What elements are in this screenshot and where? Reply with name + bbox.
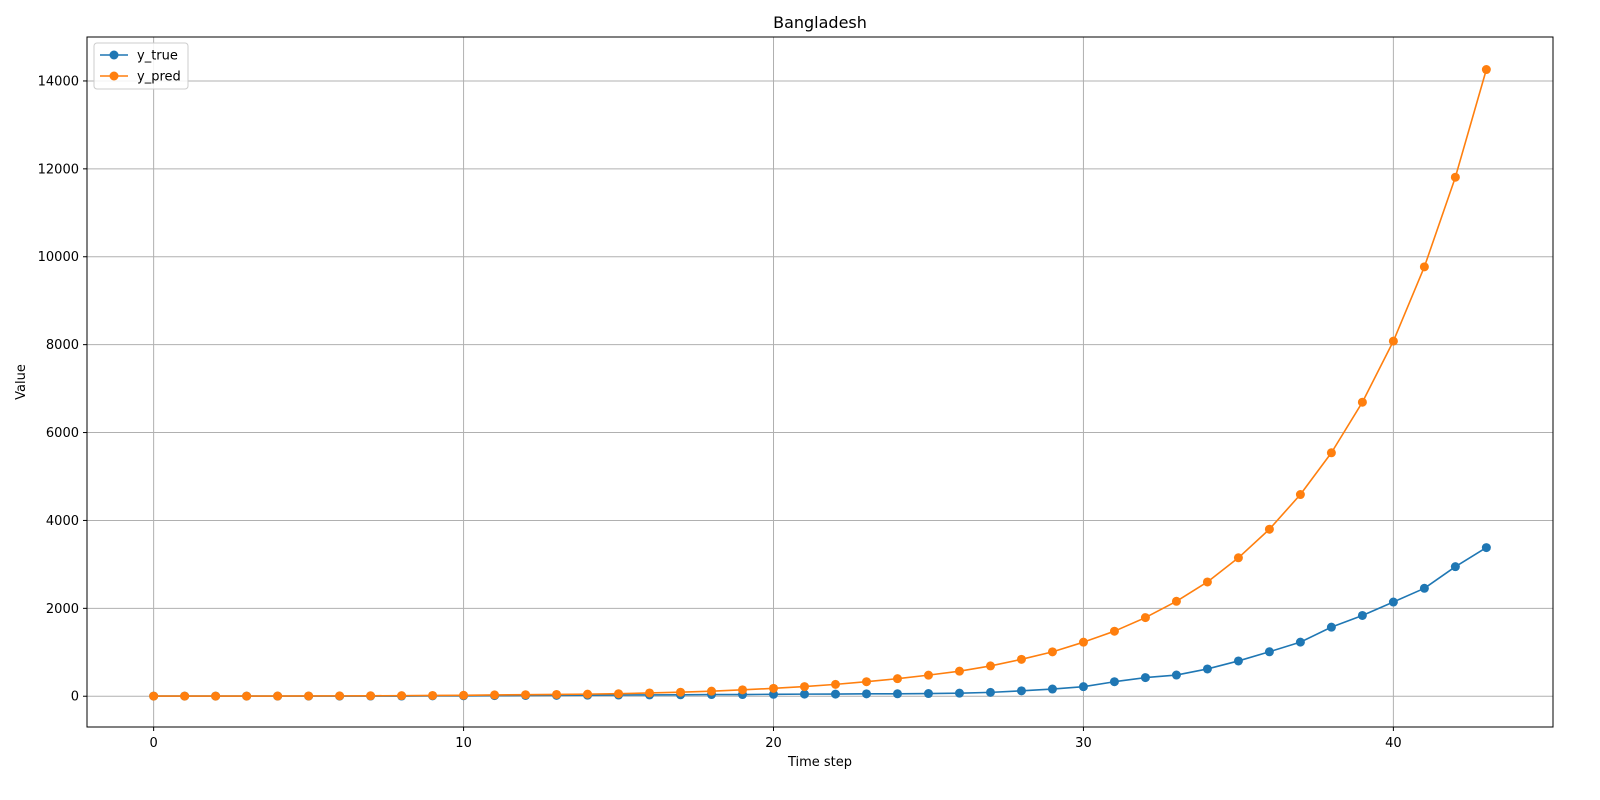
data-point-y_pred <box>831 679 840 689</box>
data-point-y_true <box>923 689 933 699</box>
data-point-y_pred <box>1171 596 1181 606</box>
y-axis-title: Value <box>14 364 29 400</box>
chart-title: Bangladesh <box>773 13 867 32</box>
data-point-y_true <box>892 689 902 699</box>
data-point-y_true <box>1295 637 1305 647</box>
data-point-y_pred <box>769 683 779 693</box>
y-tick-label: 12000 <box>38 162 79 177</box>
data-point-y_pred <box>707 686 717 696</box>
data-point-y_true <box>1419 583 1429 593</box>
data-point-y_true <box>1078 682 1088 692</box>
data-point-y_pred <box>676 687 686 697</box>
series-y_true <box>149 543 1491 701</box>
plot-frame <box>86 36 1554 728</box>
data-point-y_pred <box>521 690 531 700</box>
legend-marker-y_true <box>109 50 119 60</box>
data-point-y_pred <box>738 685 748 695</box>
data-point-y_pred <box>397 691 407 701</box>
data-point-y_pred <box>1233 553 1243 563</box>
data-point-y_pred <box>1357 397 1367 407</box>
data-point-y_pred <box>1140 613 1150 623</box>
y-tick-label: 6000 <box>46 426 79 441</box>
data-point-y_true <box>954 688 964 698</box>
data-point-y_true <box>1264 647 1274 657</box>
series-y_pred <box>149 65 1491 701</box>
data-point-y_true <box>1233 656 1243 666</box>
data-point-y_pred <box>459 690 469 700</box>
y-tick-label: 0 <box>71 690 79 705</box>
data-point-y_pred <box>304 691 314 701</box>
data-point-y_pred <box>366 691 376 701</box>
x-axis-title: Time step <box>787 755 852 770</box>
data-point-y_pred <box>645 688 655 698</box>
data-point-y_true <box>1326 622 1336 632</box>
axis-layer: 0 10 20 30 40 0 2000 4000 6000 8000 10000 12000 1400… <box>38 74 1402 751</box>
data-point-y_pred <box>1078 637 1088 647</box>
data-point-y_true <box>831 689 840 699</box>
data-point-y_true <box>800 689 809 699</box>
data-point-y_true <box>1016 686 1026 696</box>
data-point-y_pred <box>954 666 964 676</box>
data-point-y_pred <box>335 691 345 701</box>
x-tick-label: 40 <box>1385 736 1402 751</box>
data-point-y_pred <box>180 691 190 701</box>
legend-marker-y_pred <box>109 71 119 81</box>
x-tick-label: 20 <box>765 736 782 751</box>
data-point-y_pred <box>273 691 283 701</box>
legend-label-y_true: y_true <box>137 49 178 64</box>
series-line-y_true <box>153 546 1487 697</box>
data-point-y_pred <box>1450 172 1460 182</box>
data-point-y_pred <box>211 691 221 701</box>
data-point-y_true <box>1140 673 1150 683</box>
data-point-y_pred <box>800 682 809 692</box>
data-point-y_pred <box>985 661 995 671</box>
data-point-y_pred <box>428 690 438 700</box>
data-point-y_pred <box>149 691 159 701</box>
data-point-y_pred <box>1295 490 1305 500</box>
y-tick-label: 14000 <box>38 74 79 89</box>
data-point-y_pred <box>1264 524 1274 534</box>
data-point-y_pred <box>242 691 252 701</box>
data-point-y_true <box>985 687 995 697</box>
data-point-y_true <box>1202 664 1212 674</box>
data-point-y_pred <box>861 677 871 687</box>
data-point-y_pred <box>552 689 562 699</box>
x-tick-label: 10 <box>455 736 472 751</box>
data-point-y_pred <box>1388 336 1398 346</box>
data-point-y_true <box>861 689 871 699</box>
legend: y_true y_pred <box>93 42 189 90</box>
y-tick-label: 8000 <box>46 338 79 353</box>
data-point-y_true <box>1357 610 1367 620</box>
x-tick-label: 30 <box>1075 736 1092 751</box>
data-point-y_true <box>1047 684 1057 694</box>
data-point-y_true <box>1388 597 1398 607</box>
data-point-y_pred <box>614 689 624 699</box>
data-point-y_pred <box>892 674 902 684</box>
data-point-y_pred <box>1016 654 1026 664</box>
data-point-y_true <box>1171 670 1181 680</box>
y-tick-label: 2000 <box>46 602 79 617</box>
data-point-y_pred <box>1326 448 1336 458</box>
legend-label-y_pred: y_pred <box>137 70 181 85</box>
data-point-y_pred <box>490 690 500 700</box>
data-point-y_pred <box>1047 647 1057 657</box>
series-line-y_pred <box>153 69 1488 697</box>
series-layer <box>149 65 1491 701</box>
data-point-y_true <box>1450 562 1460 572</box>
data-point-y_pred <box>1109 626 1119 636</box>
data-point-y_true <box>1109 677 1119 687</box>
data-point-y_pred <box>923 670 933 680</box>
data-point-y_pred <box>1419 262 1429 272</box>
data-point-y_true <box>1481 543 1491 553</box>
data-point-y_pred <box>1481 65 1491 75</box>
y-tick-label: 10000 <box>38 250 79 265</box>
data-point-y_pred <box>583 689 593 699</box>
x-tick-label: 0 <box>149 736 157 751</box>
data-point-y_pred <box>1202 577 1212 587</box>
y-tick-label: 4000 <box>46 514 79 529</box>
